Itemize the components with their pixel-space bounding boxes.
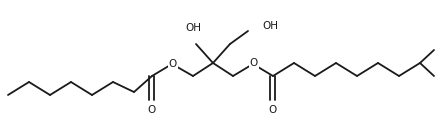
Text: O: O	[269, 105, 277, 115]
Text: O: O	[250, 58, 258, 68]
Text: OH: OH	[262, 21, 278, 31]
Text: O: O	[169, 59, 177, 69]
Text: O: O	[148, 105, 156, 115]
Text: OH: OH	[185, 23, 201, 33]
